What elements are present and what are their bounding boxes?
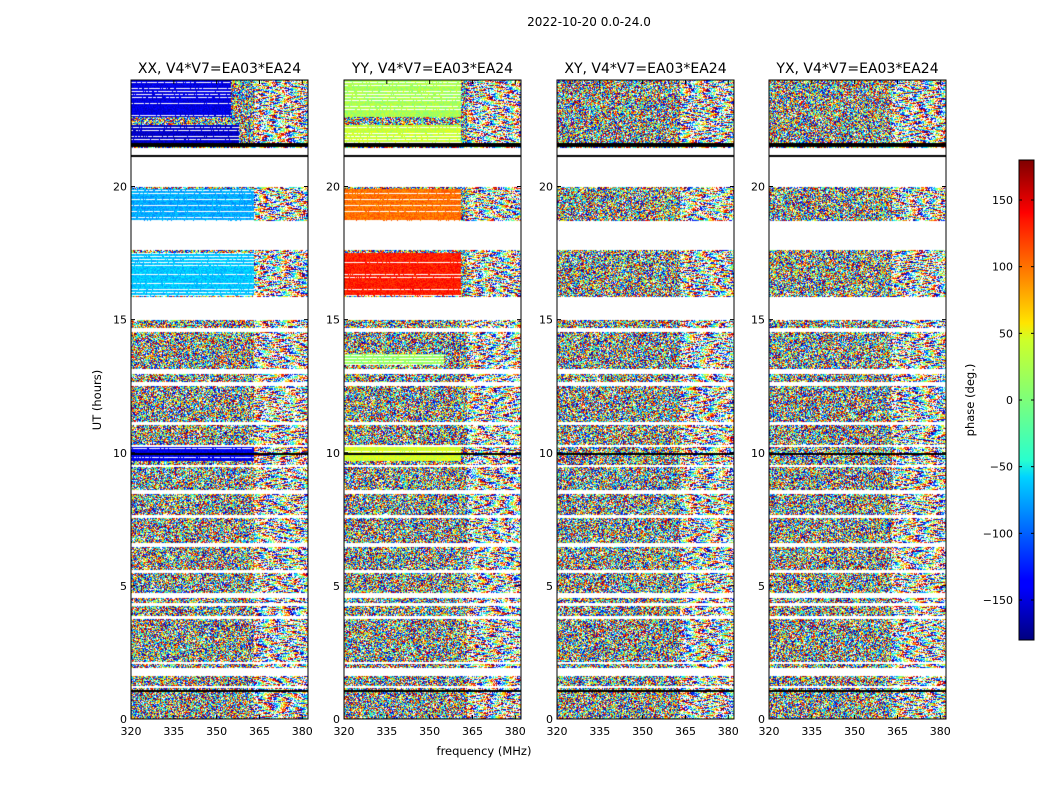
y-tick-label: 5 [758,580,765,593]
y-axis-label: UT (hours) [90,370,104,430]
y-tick-label: 0 [758,713,765,726]
phase-heatmap-4 [769,80,946,719]
axes-frame [130,79,309,720]
colorbar-tick-label: −100 [983,527,1013,540]
figure-title: 2022-10-20 0.0-24.0 [527,15,651,29]
y-tick-label: 0 [546,713,553,726]
y-tick-label: 10 [539,447,553,460]
x-axis-label: frequency (MHz) [437,744,532,758]
y-tick-label: 20 [539,181,553,194]
axes-frame [556,79,735,720]
colorbar-tick-label: 150 [992,194,1013,207]
y-tick-label: 15 [751,314,765,327]
phase-heatmap-1 [131,80,308,719]
x-tick-label: 335 [376,725,397,738]
y-tick-label: 20 [113,181,127,194]
y-tick-label: 5 [333,580,340,593]
x-tick-label: 365 [887,725,908,738]
panel-3: XY, V4*V7=EA03*EA24 320 335 350 365 380 0 5 10 15… [539,61,739,738]
colorbar-label: phase (deg.) [963,364,977,437]
panel-title: XY, V4*V7=EA03*EA24 [564,61,726,77]
y-tick-label: 15 [539,314,553,327]
panel-title: YY, V4*V7=EA03*EA24 [351,61,513,77]
phase-heatmap-2 [344,80,521,719]
panel-1: XX, V4*V7=EA03*EA24 320 335 350 365 380 0 5 10 15… [113,61,313,738]
panel-2: YY, V4*V7=EA03*EA24 320 335 350 365 380 0 5 10 15… [326,61,526,738]
x-tick-label: 380 [292,725,313,738]
panel-title: YX, V4*V7=EA03*EA24 [775,61,938,77]
axes-frame [343,79,522,720]
colorbar-tick-label: 100 [992,261,1013,274]
y-tick-label: 10 [113,447,127,460]
y-tick-label: 0 [333,713,340,726]
x-tick-label: 350 [206,725,227,738]
x-tick-label: 365 [675,725,696,738]
x-tick-label: 350 [844,725,865,738]
x-tick-label: 350 [419,725,440,738]
y-tick-label: 15 [326,314,340,327]
colorbar-tick-label: 0 [1006,394,1013,407]
panel-title: XX, V4*V7=EA03*EA24 [138,61,301,77]
y-tick-label: 10 [751,447,765,460]
y-tick-label: 20 [326,181,340,194]
x-tick-label: 335 [801,725,822,738]
x-tick-label: 320 [121,725,142,738]
x-tick-label: 380 [505,725,526,738]
y-tick-label: 20 [751,181,765,194]
colorbar-tick-label: 50 [999,327,1013,340]
x-tick-label: 365 [462,725,483,738]
y-tick-label: 0 [120,713,127,726]
colorbar-ticks: −150 −100 −50 0 50 100 150 [983,194,1034,607]
x-tick-label: 380 [718,725,739,738]
x-tick-label: 335 [163,725,184,738]
x-tick-label: 335 [589,725,610,738]
x-tick-label: 320 [759,725,780,738]
panels: XX, V4*V7=EA03*EA24 320 335 350 365 380 0 5 10 15… [113,61,951,738]
axes-frame [768,79,947,720]
x-tick-label: 380 [930,725,951,738]
x-tick-label: 350 [632,725,653,738]
colorbar-tick-label: −150 [983,594,1013,607]
colorbar: −150 −100 −50 0 50 100 150 phase (deg.) [963,159,1035,641]
colorbar-tick-label: −50 [990,461,1013,474]
y-tick-label: 5 [546,580,553,593]
x-tick-label: 320 [334,725,355,738]
x-tick-label: 320 [547,725,568,738]
y-tick-label: 10 [326,447,340,460]
x-tick-label: 365 [249,725,270,738]
y-tick-label: 5 [120,580,127,593]
y-tick-label: 15 [113,314,127,327]
panel-4: YX, V4*V7=EA03*EA24 320 335 350 365 380 0 5 10 15… [751,61,951,738]
phase-heatmap-3 [557,80,734,719]
